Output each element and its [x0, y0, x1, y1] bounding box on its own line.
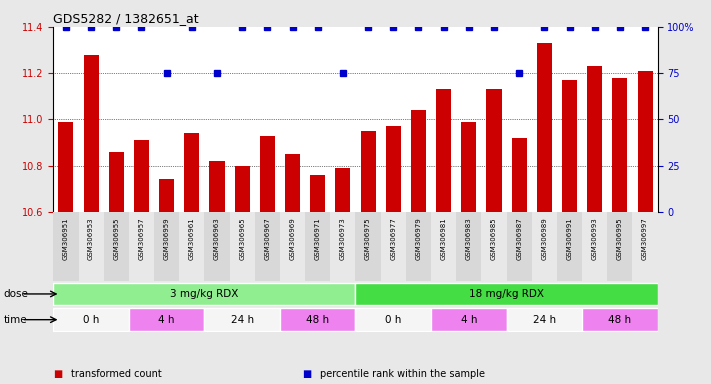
Bar [230, 212, 255, 281]
Text: GSM306969: GSM306969 [289, 217, 296, 260]
Bar [582, 212, 607, 281]
Bar [461, 122, 476, 212]
Text: transformed count: transformed count [71, 369, 162, 379]
Text: ■: ■ [302, 369, 311, 379]
Text: GSM306981: GSM306981 [441, 217, 447, 260]
Bar [532, 212, 557, 281]
Bar [210, 161, 225, 212]
Bar [205, 308, 280, 331]
Bar [53, 308, 129, 331]
Bar [235, 166, 250, 212]
Text: time: time [4, 314, 27, 325]
Bar [380, 212, 406, 281]
Text: GSM306979: GSM306979 [415, 217, 422, 260]
Bar [557, 212, 582, 281]
Bar [562, 80, 577, 212]
Bar [582, 308, 658, 331]
Bar [154, 212, 179, 281]
Text: 24 h: 24 h [230, 314, 254, 325]
Text: 3 mg/kg RDX: 3 mg/kg RDX [170, 289, 239, 299]
Bar [129, 308, 205, 331]
Text: ■: ■ [53, 369, 63, 379]
Bar [336, 168, 351, 212]
Text: 18 mg/kg RDX: 18 mg/kg RDX [469, 289, 544, 299]
Bar [310, 175, 325, 212]
Bar [184, 133, 199, 212]
Bar [104, 212, 129, 281]
Bar [134, 140, 149, 212]
Bar [633, 212, 658, 281]
Text: GSM306951: GSM306951 [63, 217, 69, 260]
Text: dose: dose [4, 289, 28, 299]
Bar [53, 283, 356, 305]
Text: 24 h: 24 h [533, 314, 556, 325]
Text: GSM306967: GSM306967 [264, 217, 270, 260]
Bar [53, 212, 78, 281]
Bar [360, 131, 375, 212]
Text: GSM306983: GSM306983 [466, 217, 472, 260]
Bar [260, 136, 275, 212]
Bar [331, 212, 356, 281]
Text: GSM306955: GSM306955 [113, 217, 119, 260]
Bar [255, 212, 280, 281]
Bar [537, 43, 552, 212]
Bar [638, 71, 653, 212]
Text: percentile rank within the sample: percentile rank within the sample [320, 369, 485, 379]
Bar [305, 212, 331, 281]
Bar [512, 138, 527, 212]
Text: GSM306963: GSM306963 [214, 217, 220, 260]
Bar [612, 78, 627, 212]
Text: GSM306961: GSM306961 [189, 217, 195, 260]
Bar [506, 308, 582, 331]
Text: GSM306987: GSM306987 [516, 217, 522, 260]
Text: GSM306997: GSM306997 [642, 217, 648, 260]
Bar [385, 126, 401, 212]
Bar [607, 212, 633, 281]
Text: GSM306991: GSM306991 [567, 217, 572, 260]
Bar [205, 212, 230, 281]
Bar [109, 152, 124, 212]
Bar [406, 212, 431, 281]
Text: GSM306995: GSM306995 [617, 217, 623, 260]
Bar [431, 212, 456, 281]
Text: 48 h: 48 h [609, 314, 631, 325]
Bar [587, 66, 602, 212]
Bar [356, 308, 431, 331]
Text: GSM306993: GSM306993 [592, 217, 598, 260]
Text: GSM306973: GSM306973 [340, 217, 346, 260]
Bar [456, 212, 481, 281]
Bar [159, 179, 174, 212]
Text: GSM306989: GSM306989 [541, 217, 547, 260]
Bar [436, 89, 451, 212]
Bar [486, 89, 501, 212]
Bar [280, 308, 356, 331]
Text: GSM306985: GSM306985 [491, 217, 497, 260]
Bar [481, 212, 506, 281]
Bar [84, 55, 99, 212]
Bar [285, 154, 300, 212]
Text: 0 h: 0 h [83, 314, 100, 325]
Bar [356, 212, 380, 281]
Bar [431, 308, 506, 331]
Text: GDS5282 / 1382651_at: GDS5282 / 1382651_at [53, 12, 199, 25]
Text: 48 h: 48 h [306, 314, 329, 325]
Text: 0 h: 0 h [385, 314, 402, 325]
Bar [356, 283, 658, 305]
Bar [506, 212, 532, 281]
Bar [129, 212, 154, 281]
Bar [280, 212, 305, 281]
Text: GSM306957: GSM306957 [139, 217, 144, 260]
Text: GSM306971: GSM306971 [315, 217, 321, 260]
Bar [58, 122, 73, 212]
Text: GSM306959: GSM306959 [164, 217, 170, 260]
Bar [78, 212, 104, 281]
Bar [411, 110, 426, 212]
Bar [179, 212, 205, 281]
Text: 4 h: 4 h [159, 314, 175, 325]
Text: GSM306965: GSM306965 [239, 217, 245, 260]
Text: 4 h: 4 h [461, 314, 477, 325]
Text: GSM306975: GSM306975 [365, 217, 371, 260]
Text: GSM306977: GSM306977 [390, 217, 396, 260]
Text: GSM306953: GSM306953 [88, 217, 94, 260]
